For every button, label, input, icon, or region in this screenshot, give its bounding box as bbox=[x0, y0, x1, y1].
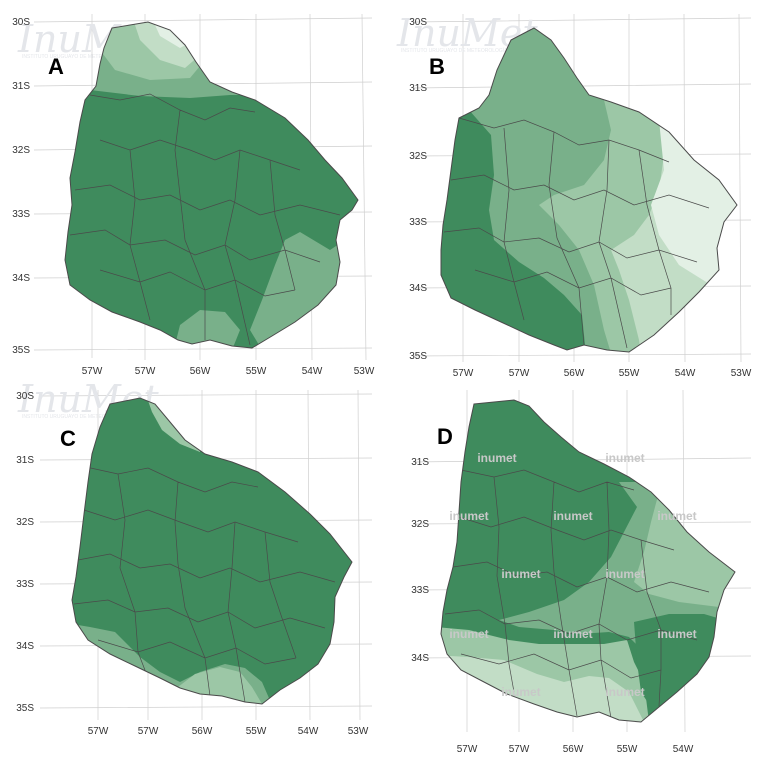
lon-tick: 57W bbox=[135, 366, 156, 377]
lat-tick: 32S bbox=[16, 517, 34, 528]
lat-tick: 30S bbox=[12, 17, 30, 28]
inumet-label: inumet bbox=[553, 627, 592, 641]
inumet-label: inumet bbox=[449, 509, 488, 523]
department-boundaries bbox=[444, 469, 710, 719]
lon-tick: 53W bbox=[731, 368, 752, 379]
lon-tick: 57W bbox=[88, 726, 109, 737]
lon-tick: 56W bbox=[563, 744, 584, 755]
lat-tick: 33S bbox=[409, 217, 427, 228]
lat-axis: 30S 31S 32S 33S 34S 35S bbox=[409, 17, 427, 362]
lat-axis: 30S 31S 32S 33S 34S 35S bbox=[12, 17, 30, 356]
lat-tick: 35S bbox=[12, 345, 30, 356]
map-a-svg: InuMet INSTITUTO URUGUAYO DE METEOROLOGÍ… bbox=[12, 13, 375, 377]
lon-axis: 57W 57W 56W 55W 54W bbox=[457, 744, 694, 755]
watermark-subtitle: INSTITUTO URUGUAYO DE METEOROLOGÍA bbox=[22, 53, 129, 60]
map-panel-c: InuMet INSTITUTO URUGUAYO DE METEOROLOGÍ… bbox=[0, 382, 378, 778]
rainfall-zones bbox=[441, 400, 735, 722]
inumet-label: inumet bbox=[449, 627, 488, 641]
inumet-labels: inumet inumet inumet inumet inumet inume… bbox=[449, 451, 696, 699]
lat-tick: 34S bbox=[411, 653, 429, 664]
lat-axis: 31S 32S 33S 34S bbox=[411, 457, 429, 664]
lon-tick: 57W bbox=[453, 368, 474, 379]
lat-tick: 33S bbox=[12, 209, 30, 220]
rainfall-zones bbox=[72, 398, 352, 704]
inumet-label: inumet bbox=[605, 451, 644, 465]
lat-tick: 30S bbox=[409, 17, 427, 28]
lat-tick: 35S bbox=[16, 703, 34, 714]
lat-tick: 34S bbox=[12, 273, 30, 284]
department-boundaries bbox=[443, 117, 710, 349]
panel-label: C bbox=[60, 426, 76, 451]
lon-tick: 56W bbox=[190, 366, 211, 377]
inumet-label: inumet bbox=[501, 685, 540, 699]
lon-tick: 56W bbox=[564, 368, 585, 379]
inumet-label: inumet bbox=[553, 509, 592, 523]
lat-tick: 30S bbox=[16, 391, 34, 402]
lon-tick: 54W bbox=[675, 368, 696, 379]
map-d-svg: inumet inumet inumet inumet inumet inume… bbox=[411, 389, 752, 755]
lon-tick: 56W bbox=[192, 726, 213, 737]
lon-tick: 57W bbox=[138, 726, 159, 737]
lat-tick: 31S bbox=[12, 81, 30, 92]
lat-tick: 31S bbox=[411, 457, 429, 468]
lon-tick: 54W bbox=[302, 366, 323, 377]
lon-tick: 55W bbox=[246, 366, 267, 377]
lat-tick: 31S bbox=[16, 455, 34, 466]
lon-tick: 57W bbox=[509, 744, 530, 755]
lat-tick: 35S bbox=[409, 351, 427, 362]
lon-tick: 54W bbox=[298, 726, 319, 737]
lat-tick: 33S bbox=[411, 585, 429, 596]
inumet-label: inumet bbox=[477, 451, 516, 465]
lon-tick: 57W bbox=[457, 744, 478, 755]
lat-tick: 32S bbox=[411, 519, 429, 530]
lon-tick: 53W bbox=[348, 726, 369, 737]
map-c-svg: InuMet INSTITUTO URUGUAYO DE METEOROLOGÍ… bbox=[16, 382, 373, 737]
inumet-label: inumet bbox=[605, 567, 644, 581]
department-boundaries bbox=[69, 93, 341, 346]
lat-tick: 31S bbox=[409, 83, 427, 94]
panel-label: D bbox=[437, 424, 453, 449]
inumet-label: inumet bbox=[605, 685, 644, 699]
panel-label: B bbox=[429, 54, 445, 79]
inumet-label: inumet bbox=[657, 627, 696, 641]
watermark-subtitle: INSTITUTO URUGUAYO DE METEOROLOGÍA bbox=[22, 413, 129, 420]
map-b-svg: InuMet INSTITUTO URUGUAYO DE METEOROLOGÍ… bbox=[396, 11, 752, 379]
map-panel-b: InuMet INSTITUTO URUGUAYO DE METEOROLOGÍ… bbox=[379, 0, 757, 380]
lon-tick: 54W bbox=[673, 744, 694, 755]
lat-tick: 34S bbox=[16, 641, 34, 652]
watermark-subtitle: INSTITUTO URUGUAYO DE METEOROLOGÍA bbox=[401, 47, 508, 54]
department-boundaries bbox=[73, 466, 336, 703]
lat-axis: 30S 31S 32S 33S 34S 35S bbox=[16, 391, 34, 714]
lon-tick: 55W bbox=[617, 744, 638, 755]
lat-tick: 33S bbox=[16, 579, 34, 590]
lon-tick: 55W bbox=[619, 368, 640, 379]
lat-tick: 32S bbox=[409, 151, 427, 162]
lon-tick: 57W bbox=[509, 368, 530, 379]
lat-tick: 32S bbox=[12, 145, 30, 156]
lat-tick: 34S bbox=[409, 283, 427, 294]
lon-tick: 53W bbox=[354, 366, 375, 377]
lon-axis: 57W 57W 56W 55W 54W 53W bbox=[82, 366, 375, 377]
map-panel-a: InuMet INSTITUTO URUGUAYO DE METEOROLOGÍ… bbox=[0, 0, 378, 380]
lon-tick: 57W bbox=[82, 366, 103, 377]
inumet-label: inumet bbox=[657, 509, 696, 523]
lon-tick: 55W bbox=[246, 726, 267, 737]
lon-axis: 57W 57W 56W 55W 54W 53W bbox=[88, 726, 369, 737]
inumet-label: inumet bbox=[501, 567, 540, 581]
lon-axis: 57W 57W 56W 55W 54W 53W bbox=[453, 368, 752, 379]
panel-label: A bbox=[48, 54, 64, 79]
map-panel-d: inumet inumet inumet inumet inumet inume… bbox=[379, 382, 757, 778]
